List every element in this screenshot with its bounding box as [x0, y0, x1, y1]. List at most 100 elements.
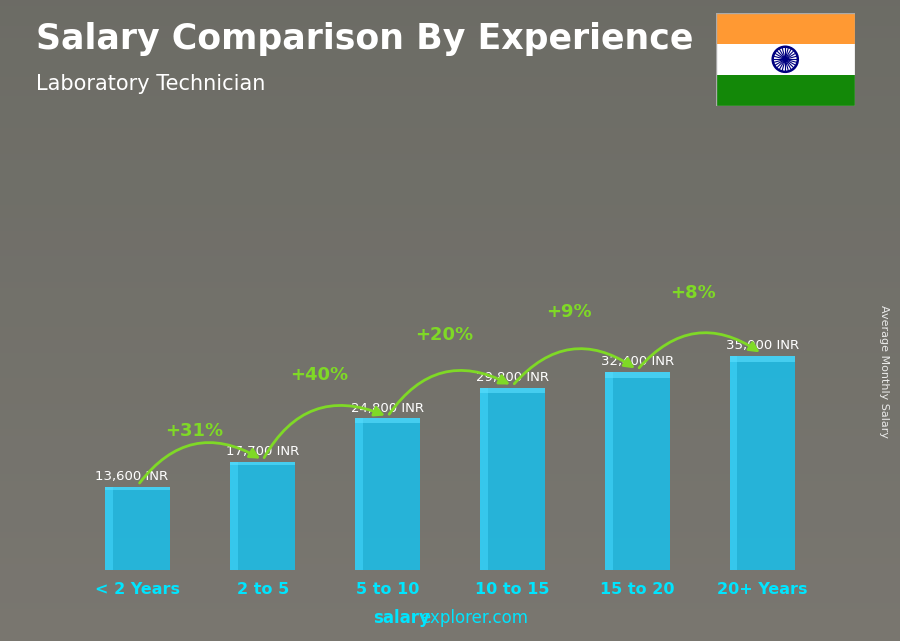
Bar — [480, 388, 544, 570]
Bar — [0, 115, 900, 122]
Bar — [230, 462, 295, 570]
Bar — [0, 423, 900, 429]
Bar — [0, 301, 900, 308]
Bar — [105, 487, 170, 490]
Bar — [0, 609, 900, 615]
Bar — [730, 356, 795, 570]
Bar — [0, 237, 900, 244]
Bar — [0, 64, 900, 71]
Bar — [730, 356, 795, 362]
Bar — [0, 308, 900, 314]
Bar — [0, 244, 900, 250]
Bar — [0, 429, 900, 436]
Bar — [730, 356, 737, 570]
Bar — [0, 19, 900, 26]
Bar — [480, 388, 544, 393]
Bar — [0, 0, 900, 6]
Bar — [0, 32, 900, 38]
Bar — [0, 160, 900, 167]
Bar — [0, 365, 900, 372]
Bar — [716, 75, 855, 106]
Text: 35,000 INR: 35,000 INR — [725, 339, 798, 352]
Text: +20%: +20% — [415, 326, 473, 344]
Bar — [0, 96, 900, 103]
Bar — [0, 256, 900, 263]
Bar — [0, 212, 900, 218]
Bar — [605, 372, 613, 570]
Bar — [0, 436, 900, 442]
Bar — [0, 378, 900, 385]
Bar — [716, 13, 855, 44]
Bar — [605, 372, 670, 570]
Bar — [0, 147, 900, 154]
Bar — [0, 615, 900, 622]
Bar — [0, 340, 900, 346]
Bar — [0, 320, 900, 327]
Bar — [0, 353, 900, 359]
Bar — [0, 538, 900, 545]
Bar — [105, 487, 113, 570]
Text: 32,400 INR: 32,400 INR — [600, 355, 674, 368]
Bar — [0, 109, 900, 115]
Bar — [0, 500, 900, 506]
Bar — [0, 6, 900, 13]
Bar — [0, 462, 900, 468]
Bar — [0, 455, 900, 462]
Bar — [0, 333, 900, 340]
Text: Salary Comparison By Experience: Salary Comparison By Experience — [36, 22, 693, 56]
Bar — [0, 250, 900, 256]
Bar — [0, 122, 900, 128]
Circle shape — [783, 58, 788, 61]
Bar — [0, 397, 900, 404]
Bar — [0, 558, 900, 564]
Bar — [0, 179, 900, 186]
Bar — [480, 388, 488, 570]
Bar — [0, 26, 900, 32]
Bar — [0, 442, 900, 449]
Bar — [0, 391, 900, 397]
Bar — [0, 603, 900, 609]
Bar — [0, 231, 900, 237]
Text: 13,600 INR: 13,600 INR — [95, 470, 168, 483]
Text: +8%: +8% — [670, 284, 716, 302]
Bar — [0, 583, 900, 590]
Bar — [0, 263, 900, 269]
Text: Average Monthly Salary: Average Monthly Salary — [878, 305, 889, 438]
Bar — [230, 462, 238, 570]
Bar — [0, 570, 900, 577]
Bar — [230, 462, 295, 465]
Bar — [0, 288, 900, 295]
Bar — [356, 419, 420, 570]
Bar — [0, 186, 900, 192]
Bar — [0, 545, 900, 551]
Bar — [0, 526, 900, 532]
Bar — [0, 506, 900, 513]
Bar — [0, 103, 900, 109]
Bar — [0, 372, 900, 378]
Bar — [0, 513, 900, 519]
Bar — [0, 128, 900, 135]
Text: +9%: +9% — [545, 303, 591, 321]
Bar — [0, 71, 900, 77]
Bar — [0, 532, 900, 538]
Bar — [605, 372, 670, 378]
Bar — [0, 494, 900, 500]
Bar — [0, 449, 900, 455]
Bar — [0, 359, 900, 365]
Bar — [0, 468, 900, 474]
Bar — [0, 635, 900, 641]
Bar — [0, 385, 900, 391]
Bar — [0, 410, 900, 417]
Bar — [0, 45, 900, 51]
Bar — [0, 38, 900, 45]
Bar — [0, 135, 900, 141]
Bar — [0, 276, 900, 282]
Bar — [716, 44, 855, 75]
Bar — [0, 327, 900, 333]
Bar — [0, 628, 900, 635]
Bar — [356, 419, 363, 570]
Bar — [0, 481, 900, 487]
Bar — [0, 218, 900, 224]
Bar — [0, 141, 900, 147]
Bar — [0, 474, 900, 481]
